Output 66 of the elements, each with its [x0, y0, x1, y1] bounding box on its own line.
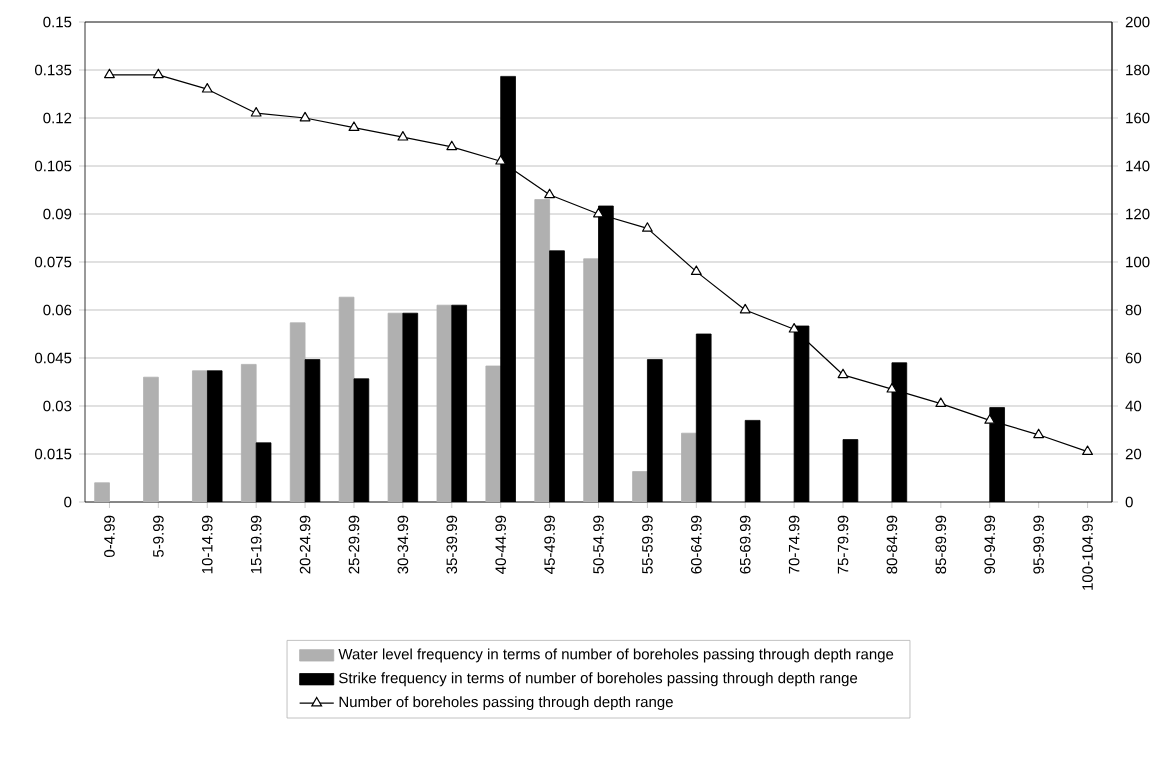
point	[593, 207, 604, 218]
point	[935, 397, 947, 407]
x-tick-label: 5-9.99	[153, 515, 164, 557]
y2-tick-label: 80	[1125, 304, 1142, 316]
x-tick-label: 55-59.99	[642, 515, 653, 574]
y-tick-label: 0.075	[35, 256, 72, 268]
y-tick-label: 0.105	[35, 160, 72, 172]
point	[984, 414, 996, 424]
x-tick-label: 50-54.99	[593, 515, 604, 574]
y-tick-label: 0.015	[35, 448, 72, 460]
y2-tick-label: 60	[1125, 352, 1142, 364]
y2-tick-label: 180	[1126, 64, 1150, 76]
point	[739, 303, 751, 314]
point	[299, 111, 311, 122]
y-tick-label: 0.045	[35, 352, 72, 364]
x-tick-label: 40-44.99	[495, 515, 507, 574]
point	[348, 121, 360, 131]
y2-tick-label: 200	[1125, 16, 1150, 28]
point	[397, 131, 409, 141]
point	[544, 188, 556, 199]
y-tick-label: 0.03	[43, 400, 72, 412]
y-tick-label: 0.12	[43, 112, 72, 124]
y2-tick-label: 120	[1126, 208, 1150, 220]
x-tick-label: 75-79.99	[837, 515, 849, 574]
x-tick-label: 65-69.99	[739, 515, 751, 574]
x-tick-label: 95-99.99	[1033, 515, 1044, 574]
y-tick-label: 0.135	[35, 64, 72, 76]
x-tick-label: 90-94.99	[984, 515, 996, 574]
legend-label: Number of boreholes passing through depth range	[339, 696, 673, 711]
point	[104, 68, 115, 79]
x-tick-label: 35-39.99	[446, 515, 458, 574]
legend-label: Strike frequency in terms of number of boreholes passing through depth range	[339, 672, 858, 687]
x-tick-label: 70-74.99	[788, 515, 800, 574]
point	[495, 155, 507, 165]
x-tick-label: 20-24.99	[299, 515, 311, 574]
y-tick-label: 0	[64, 496, 72, 508]
y2-tick-label: 160	[1126, 112, 1150, 124]
point	[641, 222, 653, 232]
x-tick-label: 30-34.99	[397, 515, 409, 574]
legend-label: Water level frequency in terms of number of boreholes passing through depth range	[338, 648, 894, 663]
x-tick-label: 25-29.99	[348, 515, 360, 574]
y2-tick-label: 20	[1125, 448, 1142, 460]
point	[152, 68, 164, 79]
y2-tick-label: 0	[1125, 496, 1133, 508]
y2-tick-label: 140	[1126, 160, 1150, 172]
x-tick-label: 60-64.99	[691, 515, 702, 574]
x-tick-label: 0-4.99	[104, 515, 115, 557]
x-tick-label: 100-104.99	[1082, 515, 1093, 590]
point	[690, 265, 702, 276]
y-tick-label: 0.15	[43, 16, 72, 28]
x-tick-label: 80-84.99	[886, 515, 898, 574]
y2-tick-label: 100	[1126, 256, 1150, 268]
x-tick-label: 45-49.99	[544, 515, 555, 574]
point	[1082, 445, 1093, 455]
point	[201, 83, 213, 93]
point	[837, 368, 849, 379]
y-tick-label: 0.06	[43, 304, 72, 316]
x-tick-label: 15-19.99	[250, 515, 262, 574]
point	[446, 140, 458, 151]
y2-tick-label: 40	[1125, 400, 1142, 412]
point	[788, 323, 800, 333]
x-tick-label: 85-89.99	[935, 515, 947, 574]
point	[250, 107, 262, 117]
point	[1033, 428, 1045, 439]
y-tick-label: 0.09	[43, 208, 72, 220]
x-tick-label: 10-14.99	[201, 515, 213, 574]
